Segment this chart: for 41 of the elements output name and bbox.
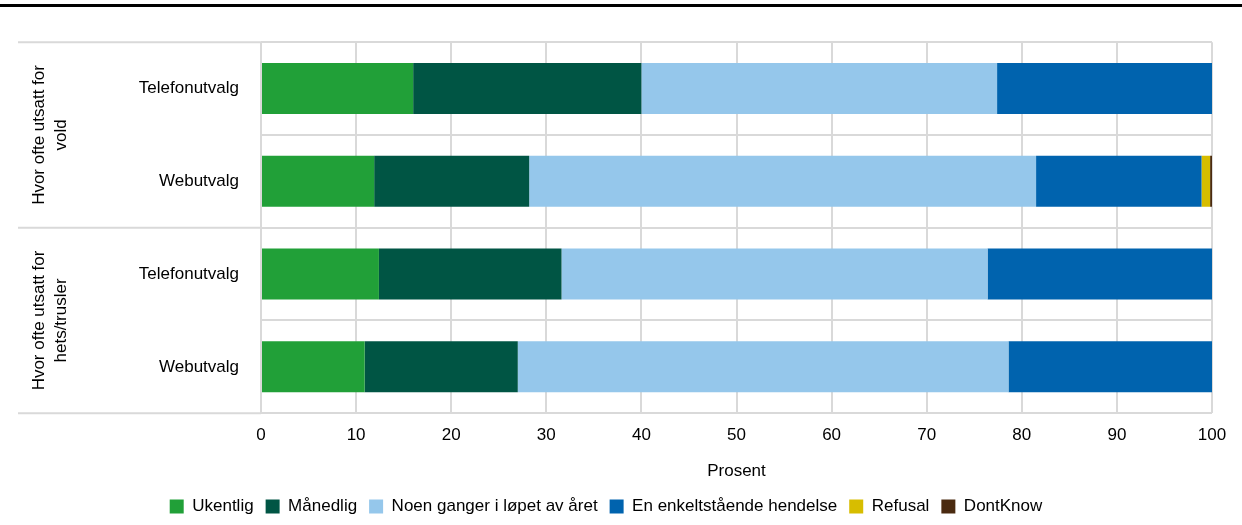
bar [987,248,1212,300]
bar [529,155,1037,207]
legend-label: Månedlig [288,496,358,516]
bar [1036,155,1202,207]
bar [641,63,998,115]
legend-label: DontKnow [963,496,1044,516]
legend-label: Ukentlig [192,496,254,516]
bar [413,63,642,115]
text: Hvor ofte utsatt for hets/trusler [28,250,70,391]
x-tick-label: 60 [822,425,842,445]
x-tick-label: 30 [536,425,556,445]
y-tick-label: Webutvalg [158,171,239,191]
bar [561,248,988,300]
legend-label: En enkeltstående hendelse [632,496,838,516]
legend-label: Refusal [871,496,930,516]
x-tick-label: 90 [1107,425,1127,445]
x-tick-label: 10 [346,425,366,445]
x-tick-label: 100 [1197,425,1227,445]
bar [997,63,1212,115]
bar [1008,341,1212,393]
x-axis-title: Prosent [707,461,767,481]
text: Hvor ofte utsatt for vold [28,64,70,205]
x-tick-label: 70 [917,425,937,445]
y-tick-label: Telefonutvalg [138,263,239,283]
x-tick-label: 80 [1012,425,1032,445]
y-tick-label: Webutvalg [158,356,239,376]
bar [262,63,414,115]
x-tick-label: 40 [631,425,651,445]
bar [517,341,1009,393]
bar [262,248,379,300]
bar [374,155,530,207]
x-tick-label: 20 [441,425,461,445]
bar [262,155,375,207]
y-tick-label: Telefonutvalg [138,78,239,98]
bar [1201,155,1211,207]
legend-label: Noen ganger i løpet av året [391,496,598,516]
bar [378,248,562,300]
x-tick-label: 50 [727,425,746,445]
bar [262,341,365,393]
x-tick-label: 0 [256,425,266,445]
bar [364,341,518,393]
